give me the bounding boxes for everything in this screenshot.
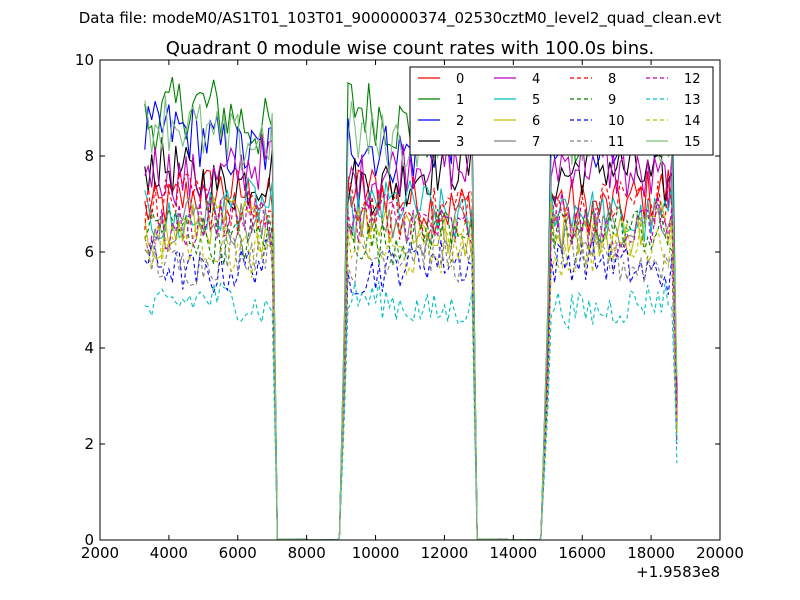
series-line-10 [144, 237, 678, 541]
legend-label-0: 0 [456, 72, 464, 87]
legend-label-15: 15 [684, 135, 701, 150]
series-line-0 [144, 166, 678, 541]
x-tick-label: 4000 [150, 544, 188, 562]
legend-label-2: 2 [456, 114, 464, 129]
x-tick-label: 2000 [81, 544, 119, 562]
legend-box [409, 66, 714, 156]
legend-label-12: 12 [684, 72, 701, 87]
x-tick-label: 16000 [558, 544, 606, 562]
y-tick-label: 4 [84, 339, 94, 357]
x-tick-label: 8000 [288, 544, 326, 562]
series-line-11 [144, 227, 678, 541]
y-tick-label: 2 [84, 435, 94, 453]
legend-label-8: 8 [608, 72, 616, 87]
y-tick-label: 8 [84, 147, 94, 165]
legend-label-3: 3 [456, 135, 464, 150]
x-tick-label: 10000 [352, 544, 400, 562]
x-tick-label: 18000 [627, 544, 675, 562]
legend-label-5: 5 [532, 93, 540, 108]
chart-suptitle: Data file: modeM0/AS1T01_103T01_90000003… [79, 9, 722, 28]
legend-label-4: 4 [532, 72, 540, 87]
series-line-14 [144, 217, 678, 541]
x-tick-label: 20000 [696, 544, 744, 562]
plot-frame [99, 59, 721, 541]
legend-label-1: 1 [456, 93, 464, 108]
legend-label-13: 13 [684, 93, 701, 108]
series-line-5 [144, 176, 678, 541]
y-tick-label: 10 [75, 51, 94, 69]
chart-title: Quadrant 0 module wise count rates with … [166, 38, 655, 59]
legend-label-11: 11 [608, 135, 625, 150]
series-line-7 [144, 193, 678, 541]
legend-label-9: 9 [608, 93, 616, 108]
x-tick-label: 6000 [219, 544, 257, 562]
legend-label-6: 6 [532, 114, 540, 129]
x-tick-label: 14000 [489, 544, 537, 562]
y-tick-label: 6 [84, 243, 94, 261]
x-tick-label: 12000 [421, 544, 469, 562]
legend-label-10: 10 [608, 114, 625, 129]
x-offset-label: +1.9583e8 [636, 563, 720, 581]
axis-ticks: 2000 4000 6000 8000 10000 12000 14000 16000 1800… [75, 51, 744, 562]
y-tick-label: 0 [84, 531, 94, 549]
series-line-4 [144, 131, 678, 541]
legend-label-7: 7 [532, 135, 540, 150]
legend-label-14: 14 [684, 114, 701, 129]
